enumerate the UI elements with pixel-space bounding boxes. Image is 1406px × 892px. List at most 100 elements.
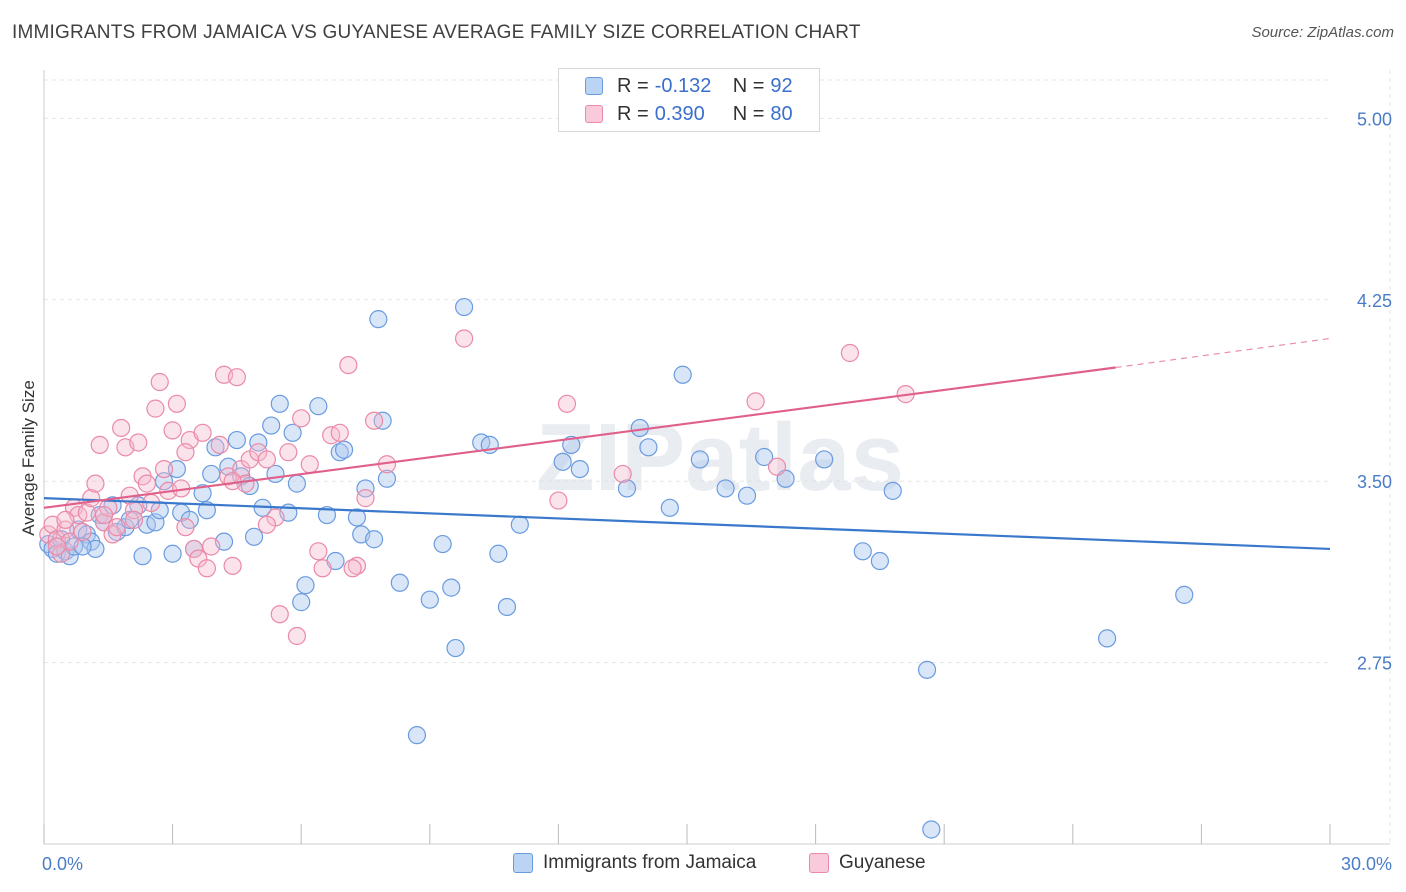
legend-swatch-guyanese	[585, 105, 603, 123]
trend-lines	[43, 337, 1331, 551]
data-point-jamaica	[364, 530, 384, 549]
data-point-jamaica	[197, 501, 216, 520]
data-point-guyanese	[454, 329, 474, 348]
x-tick-label: 0.0%	[42, 854, 83, 874]
x-tick-label: 30.0%	[1341, 854, 1392, 874]
data-point-guyanese	[287, 626, 307, 646]
data-point-jamaica	[377, 469, 397, 488]
legend-n-label: N =	[732, 102, 765, 125]
data-point-jamaica	[407, 726, 427, 745]
legend-r-label: R =	[617, 102, 649, 125]
data-point-guyanese	[549, 491, 568, 510]
data-point-jamaica	[660, 498, 679, 517]
data-point-guyanese	[613, 464, 632, 484]
data-point-guyanese	[313, 559, 332, 578]
data-point-jamaica	[673, 365, 692, 384]
trend-line-jamaica	[43, 497, 1331, 551]
legend-item-jamaica: Immigrants from Jamaica	[513, 852, 756, 874]
data-point-guyanese	[202, 537, 221, 556]
data-point-jamaica	[489, 544, 508, 563]
trend-line-guyanese-extension	[1115, 337, 1331, 369]
data-point-jamaica	[356, 479, 375, 498]
data-point-jamaica	[390, 573, 409, 592]
data-point-guyanese	[112, 418, 131, 438]
data-point-jamaica	[146, 513, 165, 532]
legend-label-jamaica: Immigrants from Jamaica	[543, 852, 757, 873]
legend-label-guyanese: Guyanese	[839, 852, 926, 873]
series-legend: Immigrants from Jamaica Guyanese	[0, 852, 1406, 878]
legend-item-guyanese: Guyanese	[809, 852, 926, 874]
data-point-guyanese	[163, 421, 182, 440]
trend-line-guyanese	[43, 366, 1116, 509]
data-point-jamaica	[420, 590, 439, 609]
data-point-guyanese	[364, 411, 384, 430]
data-point-jamaica	[815, 450, 834, 469]
data-point-guyanese	[86, 474, 105, 493]
data-point-guyanese	[146, 399, 165, 418]
data-point-jamaica	[716, 479, 735, 498]
data-point-jamaica	[347, 508, 367, 527]
data-point-jamaica	[1175, 585, 1194, 604]
data-point-guyanese	[107, 518, 126, 537]
legend-r-value: 0.390	[654, 102, 705, 125]
data-point-guyanese	[767, 457, 787, 476]
data-point-jamaica	[249, 433, 268, 452]
tick-labels: 2.75 3.50 4.25 5.00 0.0% 30.0%	[42, 109, 1392, 874]
data-point-guyanese	[176, 518, 195, 537]
data-point-jamaica	[755, 447, 774, 467]
y-tick-label: 5.00	[1357, 109, 1392, 129]
correlation-legend: R = -0.132 N = 92 R = 0.390 N = 80	[558, 68, 820, 132]
data-point-jamaica	[562, 435, 581, 455]
data-point-jamaica	[497, 597, 517, 617]
data-point-guyanese	[150, 372, 169, 392]
data-point-guyanese	[330, 423, 349, 442]
data-point-jamaica	[292, 593, 311, 612]
data-point-guyanese	[129, 433, 148, 452]
data-point-jamaica	[570, 459, 589, 479]
data-point-guyanese	[309, 542, 328, 561]
data-point-jamaica	[870, 551, 890, 571]
data-point-guyanese	[176, 443, 195, 462]
legend-swatch-jamaica	[513, 853, 533, 873]
data-point-jamaica	[617, 479, 637, 498]
data-point-jamaica	[317, 505, 337, 525]
data-point-guyanese	[56, 510, 75, 529]
data-point-jamaica	[883, 481, 902, 500]
y-axis-label: Average Family Size	[19, 380, 38, 536]
data-point-jamaica	[334, 440, 354, 459]
axes	[43, 70, 1390, 845]
data-point-jamaica	[309, 397, 328, 416]
data-point-guyanese	[73, 522, 92, 542]
legend-r-value: -0.132	[654, 74, 712, 97]
data-point-jamaica	[510, 515, 529, 534]
data-point-jamaica	[433, 534, 452, 554]
data-point-guyanese	[356, 489, 375, 508]
legend-row-jamaica: R = -0.132 N = 92	[585, 73, 793, 99]
data-point-guyanese	[47, 537, 66, 556]
source-label: Source: ZipAtlas.com	[1251, 24, 1394, 41]
legend-n-label: N =	[732, 74, 765, 97]
data-point-jamaica	[690, 450, 709, 469]
data-point-jamaica	[287, 474, 307, 493]
series-jamaica	[39, 297, 1194, 839]
data-point-jamaica	[227, 430, 246, 450]
data-point-guyanese	[746, 392, 765, 411]
data-point-jamaica	[1097, 629, 1117, 648]
data-point-jamaica	[270, 394, 289, 413]
data-point-jamaica	[454, 297, 474, 317]
data-point-guyanese	[257, 515, 277, 534]
data-point-guyanese	[193, 423, 212, 442]
data-point-guyanese	[343, 559, 362, 578]
y-tick-label: 2.75	[1357, 654, 1392, 674]
data-point-guyanese	[339, 355, 358, 375]
data-point-guyanese	[223, 556, 242, 575]
data-point-jamaica	[442, 578, 461, 597]
data-point-guyanese	[300, 455, 319, 474]
legend-swatch-guyanese	[809, 853, 829, 873]
data-point-guyanese	[292, 409, 311, 428]
data-point-guyanese	[124, 510, 144, 529]
data-point-guyanese	[197, 559, 216, 578]
data-point-jamaica	[163, 544, 182, 563]
data-point-jamaica	[737, 486, 757, 505]
